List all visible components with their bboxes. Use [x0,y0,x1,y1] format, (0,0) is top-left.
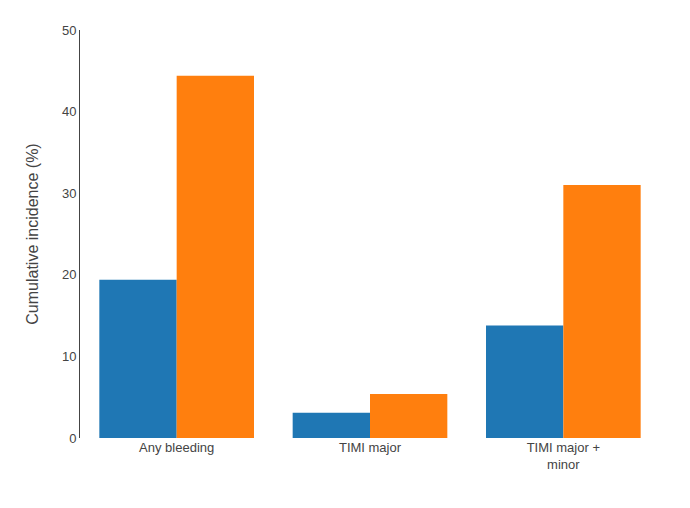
svg-text:TIMI major: TIMI major [339,440,402,455]
svg-text:30: 30 [62,186,76,201]
svg-text:TIMI major +minor: TIMI major +minor [527,440,600,472]
svg-text:20: 20 [62,267,76,282]
svg-text:0: 0 [69,431,76,446]
svg-text:50: 50 [62,23,76,38]
svg-text:Any bleeding: Any bleeding [139,440,214,455]
svg-text:Cumulative incidence (%): Cumulative incidence (%) [24,143,41,324]
svg-text:40: 40 [62,104,76,119]
svg-text:10: 10 [62,349,76,364]
